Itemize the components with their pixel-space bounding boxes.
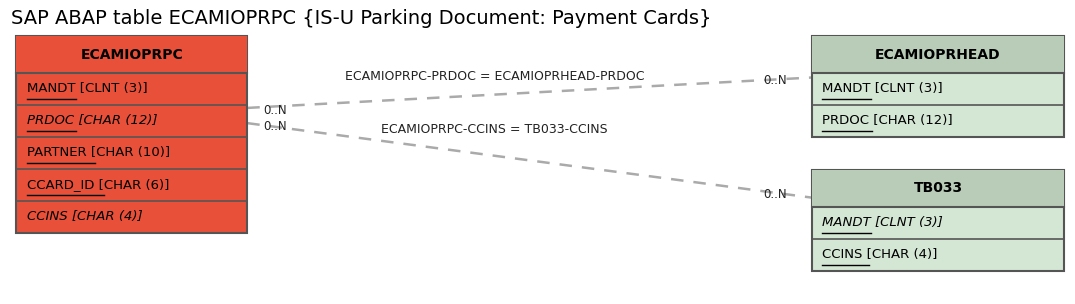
FancyBboxPatch shape bbox=[16, 36, 247, 233]
FancyBboxPatch shape bbox=[812, 170, 1064, 271]
FancyBboxPatch shape bbox=[812, 170, 1064, 207]
Text: 0..N: 0..N bbox=[763, 188, 787, 201]
Text: 0..N: 0..N bbox=[263, 120, 287, 133]
Text: MANDT [CLNT (3)]: MANDT [CLNT (3)] bbox=[27, 82, 147, 95]
Text: ECAMIOPRPC-PRDOC = ECAMIOPRHEAD-PRDOC: ECAMIOPRPC-PRDOC = ECAMIOPRHEAD-PRDOC bbox=[345, 70, 644, 82]
Text: MANDT [CLNT (3)]: MANDT [CLNT (3)] bbox=[822, 216, 943, 229]
FancyBboxPatch shape bbox=[16, 36, 247, 73]
Text: CCINS [CHAR (4)]: CCINS [CHAR (4)] bbox=[822, 248, 937, 261]
Text: MANDT [CLNT (3)]: MANDT [CLNT (3)] bbox=[822, 82, 943, 95]
Text: PRDOC [CHAR (12)]: PRDOC [CHAR (12)] bbox=[822, 114, 954, 127]
Text: PARTNER [CHAR (10)]: PARTNER [CHAR (10)] bbox=[27, 146, 170, 159]
Text: SAP ABAP table ECAMIOPRPC {IS-U Parking Document: Payment Cards}: SAP ABAP table ECAMIOPRPC {IS-U Parking … bbox=[11, 9, 712, 28]
Text: ECAMIOPRPC-CCINS = TB033-CCINS: ECAMIOPRPC-CCINS = TB033-CCINS bbox=[382, 123, 607, 136]
Text: TB033: TB033 bbox=[914, 181, 962, 195]
Text: PRDOC [CHAR (12)]: PRDOC [CHAR (12)] bbox=[27, 114, 157, 127]
FancyBboxPatch shape bbox=[812, 36, 1064, 137]
FancyBboxPatch shape bbox=[812, 36, 1064, 73]
Text: ECAMIOPRHEAD: ECAMIOPRHEAD bbox=[875, 48, 1001, 62]
Text: CCINS [CHAR (4)]: CCINS [CHAR (4)] bbox=[27, 210, 143, 223]
Text: 0..N: 0..N bbox=[763, 74, 787, 87]
Text: 0..N: 0..N bbox=[263, 105, 287, 117]
Text: CCARD_ID [CHAR (6)]: CCARD_ID [CHAR (6)] bbox=[27, 178, 169, 191]
Text: ECAMIOPRPC: ECAMIOPRPC bbox=[81, 48, 183, 62]
